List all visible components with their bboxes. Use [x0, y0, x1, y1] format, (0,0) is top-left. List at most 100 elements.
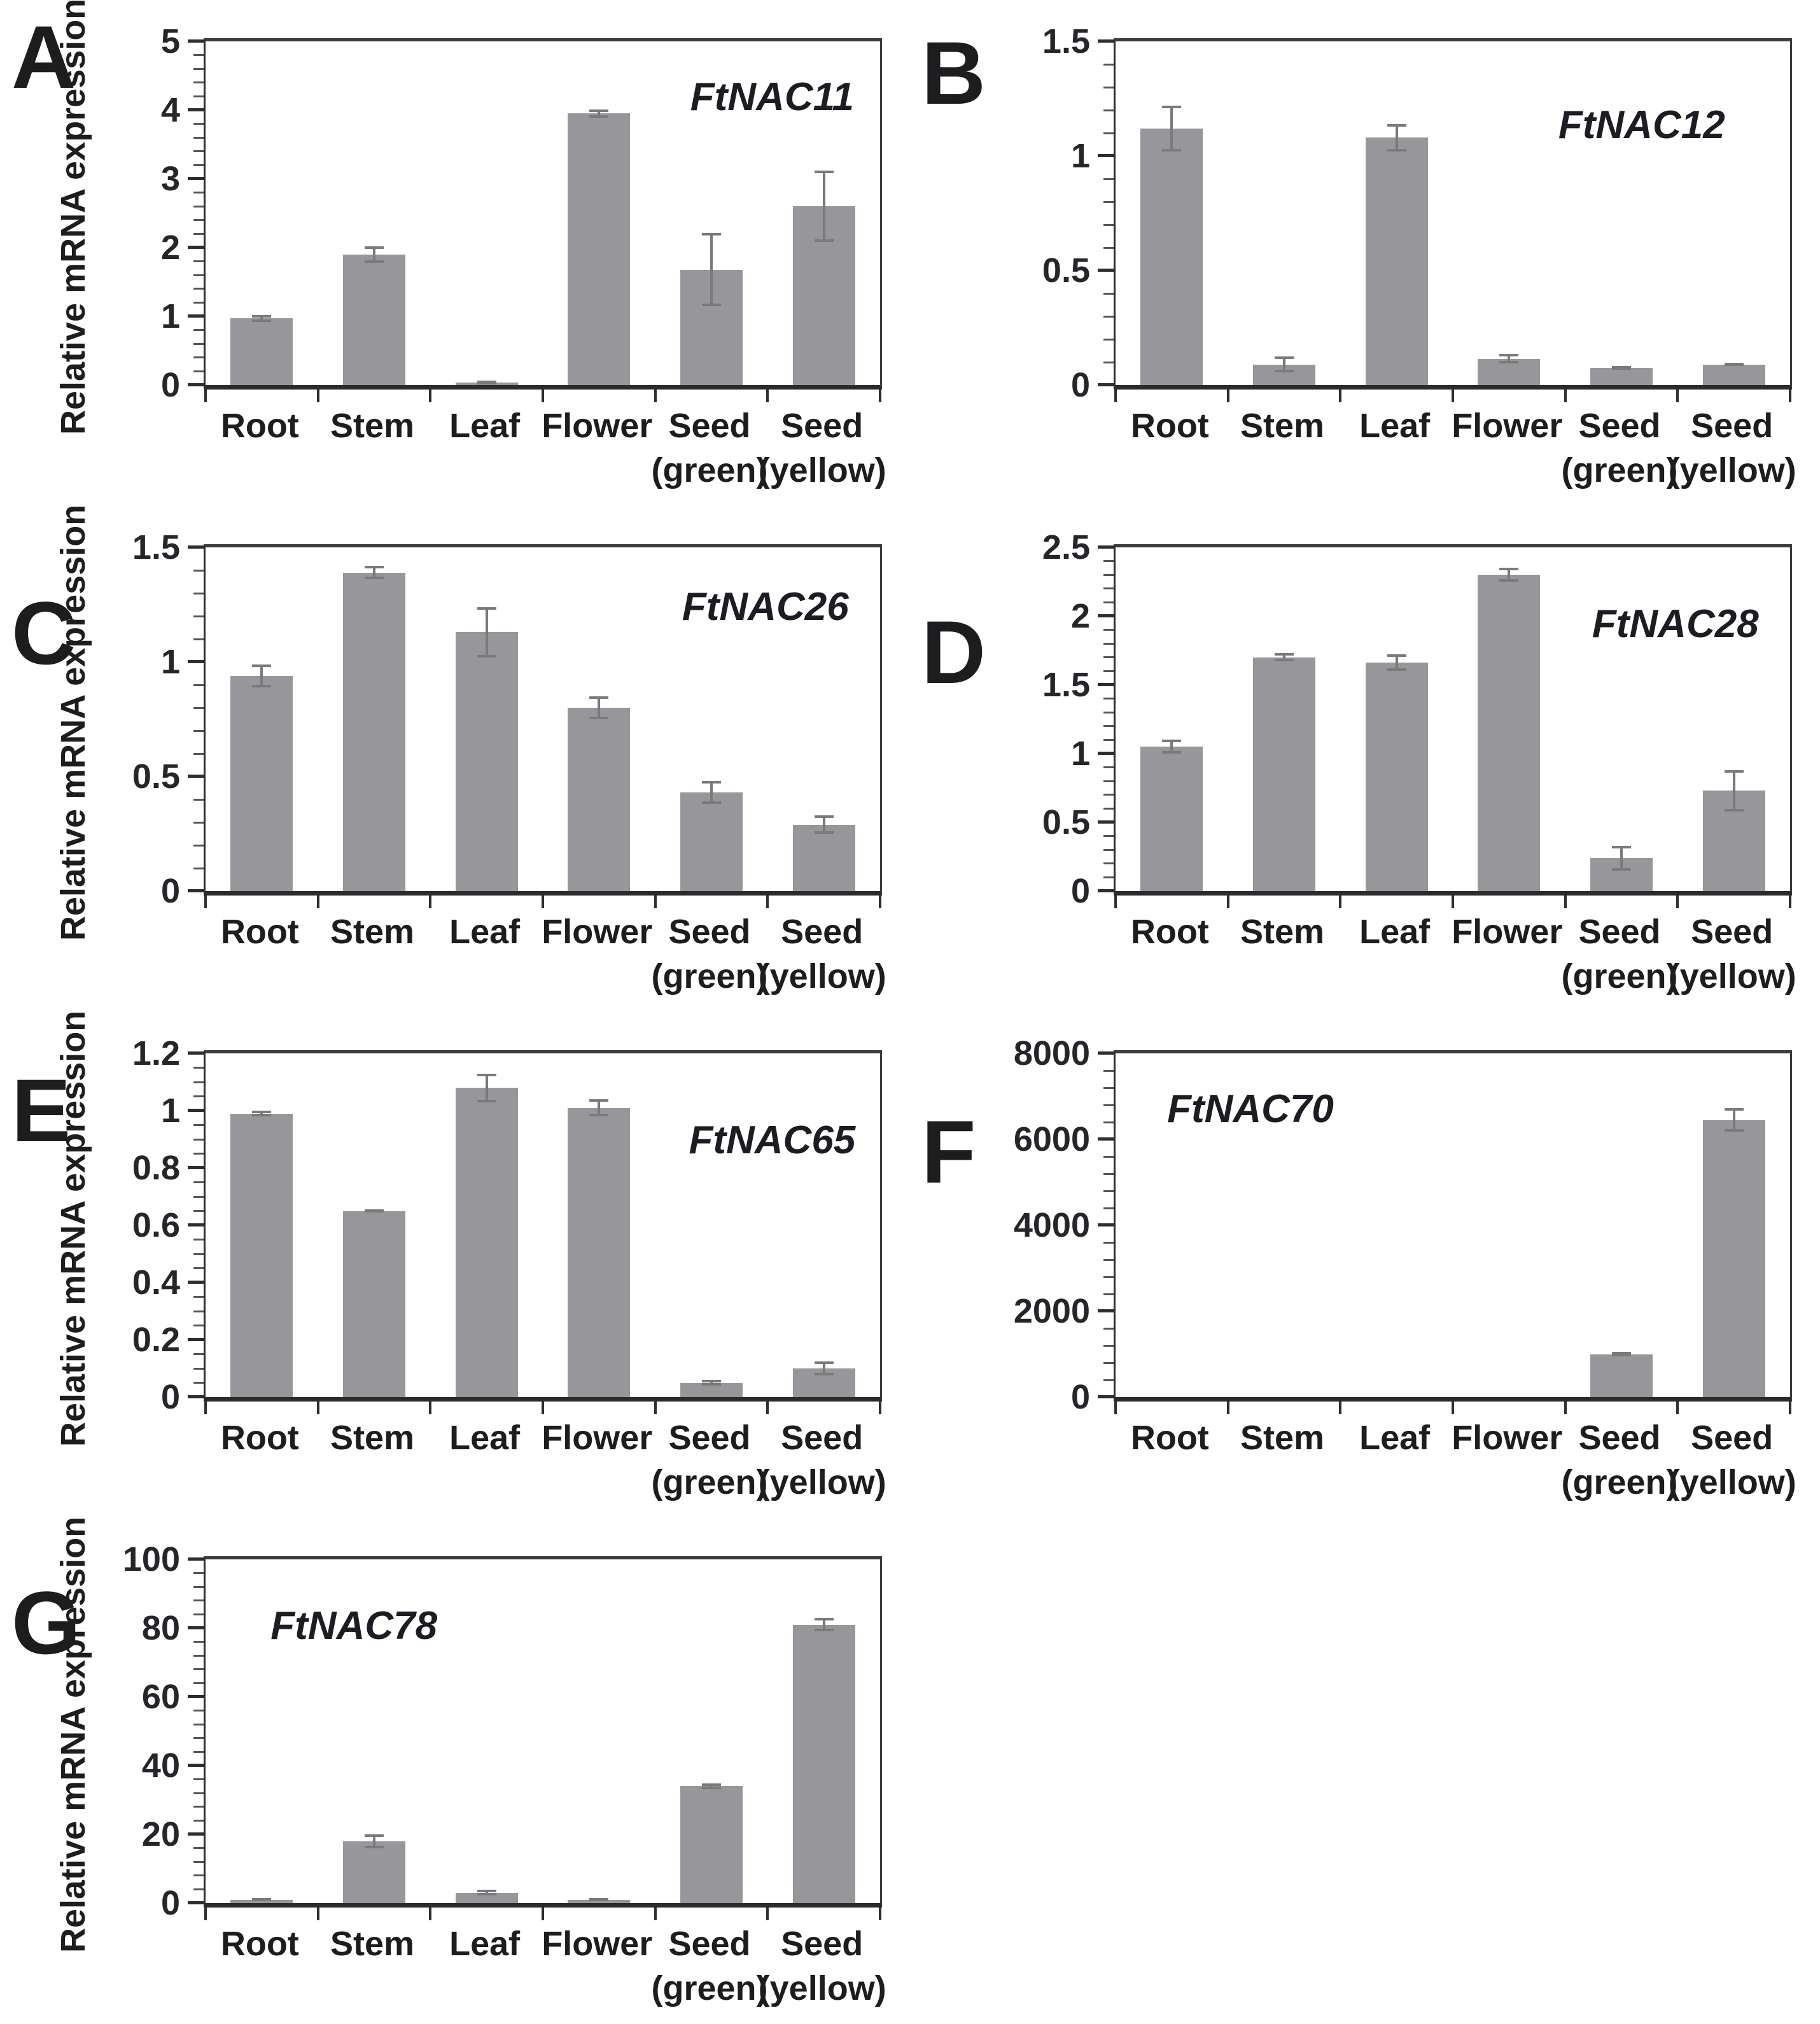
y-tick-label: 1 — [160, 643, 180, 681]
y-minor-tick — [193, 329, 204, 332]
y-minor-tick — [193, 1367, 204, 1370]
x-category-line2: (green) — [651, 1463, 768, 1501]
bar-seed-yellow — [792, 1624, 855, 1903]
x-category-line1: Flower — [542, 1925, 653, 1963]
y-minor-tick — [193, 1613, 204, 1615]
y-minor-tick — [193, 81, 204, 84]
error-cap-top — [702, 1380, 721, 1382]
bar-stem — [1253, 657, 1315, 891]
error-bar — [710, 233, 713, 306]
x-tick — [879, 1908, 881, 1920]
error-cap-top — [1499, 354, 1519, 357]
y-minor-tick — [193, 1325, 204, 1326]
bar-root — [1140, 128, 1203, 385]
panel-letter: C — [11, 583, 76, 683]
x-category-label: Stem — [309, 407, 436, 444]
x-category-line2: (green) — [651, 451, 768, 489]
y-minor-tick — [1103, 1155, 1114, 1158]
bar-root — [230, 1113, 293, 1397]
x-category-label: Root — [196, 407, 323, 444]
y-minor-tick — [193, 1138, 204, 1141]
y-minor-tick — [193, 1737, 204, 1739]
x-category-line1: Leaf — [449, 1419, 521, 1457]
x-category-label: Leaf — [421, 407, 549, 444]
y-minor-tick — [193, 844, 204, 847]
error-cap-top — [589, 1099, 609, 1102]
x-tick — [1339, 1402, 1342, 1414]
x-category-label: Seed (green) — [646, 1925, 773, 2007]
x-tick — [654, 390, 657, 402]
y-tick — [1098, 1223, 1114, 1226]
y-minor-tick — [1103, 1241, 1114, 1244]
y-tick-label: 4000 — [1013, 1206, 1090, 1244]
y-minor-tick — [193, 136, 204, 139]
x-category-line2: (green) — [651, 1969, 768, 2007]
panel-letter: G — [11, 1573, 81, 1673]
x-category-label: Stem — [1219, 407, 1346, 444]
y-tick-label: 3 — [160, 160, 180, 198]
y-minor-tick — [193, 288, 204, 290]
panel-letter: D — [921, 602, 986, 702]
y-minor-tick — [193, 219, 204, 221]
error-bar — [373, 1834, 375, 1848]
x-tick — [766, 896, 769, 908]
x-tick — [1789, 390, 1791, 402]
y-tick-label: 0.2 — [132, 1321, 180, 1359]
x-tick — [766, 1908, 769, 1920]
bar-flower — [568, 1107, 631, 1397]
x-category-label: Stem — [309, 1925, 436, 1962]
y-minor-tick — [1103, 109, 1114, 111]
y-minor-tick — [193, 356, 204, 359]
y-minor-tick — [1103, 560, 1114, 563]
y-minor-tick — [1103, 1361, 1114, 1364]
error-bar — [260, 1111, 263, 1116]
x-category-line1: Root — [1130, 913, 1209, 951]
y-minor-tick — [1103, 1121, 1114, 1123]
x-category-label: Seed (green) — [646, 913, 773, 995]
bar-flower — [568, 113, 631, 385]
y-minor-tick — [1103, 766, 1114, 769]
y-minor-tick — [193, 1682, 204, 1684]
y-minor-tick — [193, 1267, 204, 1269]
x-category-line1: Flower — [1452, 407, 1563, 445]
y-minor-tick — [1103, 86, 1114, 88]
error-bar — [1620, 845, 1623, 871]
y-tick — [1098, 820, 1114, 824]
x-tick — [204, 1908, 207, 1920]
y-tick — [1098, 1137, 1114, 1141]
x-tick — [1226, 896, 1229, 908]
x-tick — [879, 390, 881, 402]
y-minor-tick — [1103, 629, 1114, 631]
y-minor-tick — [1103, 656, 1114, 659]
y-tick — [188, 1695, 204, 1698]
error-cap-bottom — [365, 260, 384, 263]
error-cap-bottom — [1387, 668, 1406, 671]
y-minor-tick — [193, 1253, 204, 1255]
error-cap-top — [365, 246, 384, 249]
x-tick — [879, 1402, 881, 1414]
y-minor-tick — [1103, 178, 1114, 180]
x-category-label: Seed (green) — [646, 1419, 773, 1501]
y-minor-tick — [1103, 1069, 1114, 1072]
x-tick — [766, 390, 769, 402]
panel-letter: A — [11, 7, 76, 107]
y-minor-tick — [193, 342, 204, 345]
y-tick — [188, 383, 204, 386]
x-category-line1: Flower — [1452, 1419, 1563, 1457]
y-tick — [1098, 683, 1114, 686]
y-tick-label: 2 — [160, 228, 180, 267]
error-cap-top — [1387, 123, 1406, 127]
y-axis-label: Relative mRNA expression — [54, 504, 92, 941]
error-cap-bottom — [1387, 148, 1406, 151]
x-category-line1: Stem — [1240, 1419, 1325, 1457]
x-category-line1: Seed — [1578, 407, 1661, 445]
error-cap-bottom — [589, 115, 609, 118]
error-cap-bottom — [1499, 579, 1519, 582]
error-cap-top — [477, 1890, 496, 1893]
y-tick-label: 1.5 — [1042, 22, 1090, 60]
x-category-line1: Root — [1130, 1419, 1209, 1457]
x-tick — [1789, 1402, 1791, 1414]
error-bar — [1283, 653, 1285, 662]
error-cap-top — [477, 607, 496, 610]
